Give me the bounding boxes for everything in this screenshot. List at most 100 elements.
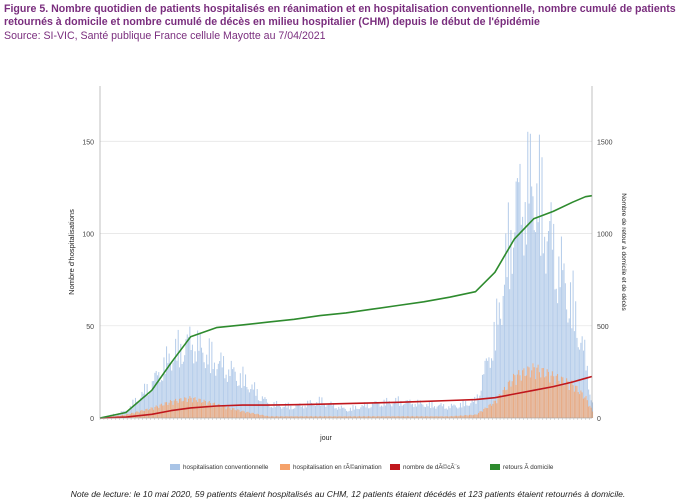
conventional-bar [384,405,386,418]
reanimation-bar [263,415,265,418]
reanimation-bar [483,408,485,418]
conventional-bar [395,397,397,418]
conventional-bar [228,369,230,418]
reanimation-bar [496,403,498,418]
reanimation-bar [558,380,560,418]
conventional-bar [401,405,403,418]
conventional-bar [329,403,331,418]
reanimation-bar [164,402,166,418]
conventional-bar [492,360,494,418]
legend-swatch [490,464,500,470]
reanimation-bar [536,367,538,418]
conventional-bar [221,367,223,418]
conventional-bar [188,337,190,418]
conventional-bar [497,324,499,418]
reanimation-bar [577,392,579,418]
y2-tick-label: 1000 [597,232,613,239]
conventional-bar [426,404,428,418]
conventional-bar [592,402,594,418]
reanimation-bar [186,401,188,418]
reanimation-bar [132,412,134,418]
reanimation-bar [352,416,354,418]
conventional-bar [314,405,316,418]
conventional-bar [456,407,458,418]
reanimation-bar [478,412,480,418]
conventional-bar [193,363,195,418]
conventional-bar [252,389,254,418]
reanimation-bar [286,416,288,418]
conventional-bar [259,400,261,418]
conventional-bar [388,401,390,418]
reanimation-bar [562,377,564,418]
reanimation-bar [450,416,452,418]
y-tick-label: 50 [86,324,94,331]
reanimation-bar [365,416,367,418]
reanimation-bar [265,415,267,418]
reanimation-bar [549,382,551,418]
conventional-bar [124,410,126,418]
reanimation-bar [195,400,197,418]
conventional-bar [123,410,125,418]
reanimation-bar [351,416,353,418]
reanimation-bar [318,416,320,418]
reanimation-bar [528,367,530,418]
reanimation-bar [551,371,553,418]
reanimation-bar [569,383,572,418]
reanimation-bar [173,400,175,418]
reanimation-bar [426,416,428,418]
reanimation-bar [329,416,331,418]
reanimation-bar [387,416,389,418]
reanimation-bar [462,416,464,418]
reanimation-bar [234,410,236,418]
reanimation-bar [515,384,517,418]
reanimation-bar [414,416,416,418]
conventional-bar [535,232,537,418]
conventional-bar [422,404,424,418]
conventional-bar [323,403,326,418]
conventional-bar [166,346,168,418]
conventional-bar [313,405,315,418]
reanimation-bar [251,412,253,418]
reanimation-bar [159,404,161,418]
conventional-bar [298,404,300,418]
reanimation-bar [340,416,342,418]
reanimation-bar [213,402,215,418]
conventional-bar [122,411,124,418]
conventional-bar [198,350,200,418]
reanimation-bar [247,411,249,418]
conventional-bar [254,382,256,418]
conventional-bar [251,384,253,418]
reanimation-bar [405,416,407,418]
conventional-bar [154,372,156,418]
conventional-bar [378,403,380,418]
reanimation-bar [172,404,174,418]
conventional-bar [149,393,151,418]
reanimation-bar [519,375,521,418]
conventional-bar [316,402,318,418]
conventional-bar [440,403,442,418]
conventional-bar [136,401,138,418]
conventional-bar [365,407,367,418]
reanimation-bar [374,416,376,418]
reanimation-bar [254,414,256,418]
reanimation-bar [127,414,129,418]
reanimation-bar [333,416,335,418]
reanimation-bar [178,398,181,418]
reanimation-bar [531,370,533,418]
reanimation-bar [533,367,535,418]
reanimation-bar [239,411,241,418]
reanimation-bar [432,416,434,418]
reanimation-bar [377,416,379,418]
conventional-bar [434,406,436,418]
conventional-bar [173,359,175,418]
reanimation-bar [330,416,332,418]
reanimation-bar [362,416,364,418]
conventional-bar [557,303,559,418]
conventional-bar [358,409,360,418]
conventional-bar [430,408,432,418]
conventional-bar [371,402,373,418]
conventional-bar [210,373,212,418]
reanimation-bar [586,400,588,418]
reanimation-bar [576,385,578,418]
